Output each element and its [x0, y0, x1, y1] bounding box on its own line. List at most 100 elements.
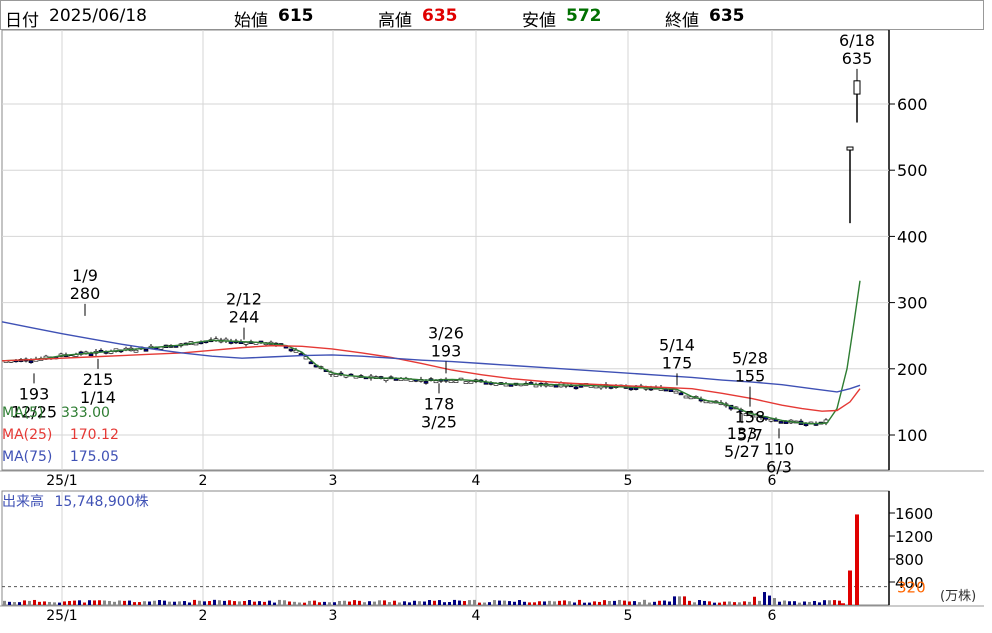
- candle-body: [533, 384, 539, 388]
- ma25-line: [1, 344, 861, 412]
- volume-bar: [513, 601, 516, 605]
- candle-body: [768, 418, 774, 422]
- annotation-value: 193: [431, 341, 462, 360]
- volume-bar: [533, 602, 536, 605]
- volume-bar: [803, 601, 806, 605]
- volume-bar: [683, 596, 686, 605]
- candle-body: [683, 395, 689, 399]
- volume-label: 出来高: [2, 494, 44, 510]
- volume-bar: [753, 596, 756, 605]
- volume-bar: [188, 602, 191, 605]
- ma25-legend-value: 170.12: [69, 427, 119, 443]
- low-value: 572: [566, 6, 602, 26]
- volume-bar: [103, 600, 106, 605]
- volume-bar: [133, 602, 136, 605]
- volume-bar: [153, 600, 156, 605]
- volume-bar: [498, 600, 501, 605]
- price-tick-label: 600: [897, 95, 928, 114]
- date-tick-label: 2: [199, 473, 208, 489]
- volume-bar: [43, 601, 46, 605]
- ma5-legend-value: 333.00: [60, 405, 110, 421]
- candle-body: [463, 381, 469, 384]
- volume-bar: [433, 600, 436, 605]
- candle-body: [448, 380, 454, 383]
- volume-bar: [598, 601, 601, 605]
- annotation-value: 175: [662, 353, 693, 372]
- volume-bar: [823, 600, 826, 605]
- volume-bar: [78, 600, 81, 605]
- volume-bar: [243, 601, 246, 605]
- candle-body: [678, 392, 684, 396]
- annotation-date: 1/9: [72, 266, 98, 285]
- volume-bar: [198, 600, 201, 605]
- volume-bar: [348, 601, 351, 605]
- volume-bar: [183, 601, 186, 605]
- volume-bar: [8, 601, 11, 605]
- volume-bar: [528, 602, 531, 605]
- volume-bar: [298, 602, 301, 605]
- volume-bar: [28, 600, 31, 605]
- volume-bar: [223, 600, 226, 605]
- volume-bar: [438, 600, 441, 605]
- volume-bar: [488, 602, 491, 605]
- volume-bar: [688, 600, 691, 605]
- volume-bar: [353, 600, 356, 605]
- volume-bar: [841, 603, 845, 605]
- volume-bar: [788, 601, 791, 605]
- volume-bar: [648, 602, 651, 605]
- volume-bar: [653, 601, 656, 605]
- volume-bar: [638, 602, 641, 605]
- volume-bar: [483, 602, 486, 605]
- candle-body: [743, 413, 749, 416]
- date-label: 日付: [5, 11, 39, 31]
- volume-bar: [643, 599, 646, 605]
- volume-bar: [13, 602, 16, 605]
- volume-tick-label: 1200: [895, 528, 933, 546]
- volume-tick-label: 1600: [895, 505, 933, 523]
- volume-bar: [178, 601, 181, 605]
- candle-body: [783, 421, 789, 424]
- volume-bar: [203, 601, 206, 605]
- volume-date-tick-label: 4: [472, 608, 481, 624]
- volume-bar: [33, 599, 36, 605]
- volume-bar: [333, 602, 336, 605]
- volume-bar: [113, 601, 116, 605]
- volume-bar: [363, 602, 366, 605]
- volume-bar: [668, 601, 671, 605]
- volume-bar: [798, 602, 801, 605]
- volume-bar: [263, 601, 266, 605]
- candle-body: [423, 381, 429, 384]
- volume-bar: [368, 601, 371, 605]
- volume-bar: [838, 600, 841, 605]
- volume-bar: [763, 592, 766, 605]
- annotation-value: 133: [727, 424, 758, 443]
- candle-body: [853, 80, 861, 95]
- price-tick-label: 300: [897, 294, 928, 313]
- volume-bar: [578, 599, 581, 605]
- volume-bar: [343, 600, 346, 605]
- volume-bar: [193, 599, 196, 605]
- ma75-legend-label: MA(75): [2, 449, 53, 465]
- ma5-line: [1, 280, 861, 425]
- volume-bar: [548, 600, 551, 605]
- annotation-date: 5/7: [737, 426, 763, 445]
- volume-bar: [248, 600, 251, 605]
- date-value: 2025/06/18: [49, 6, 147, 26]
- volume-bar: [413, 600, 416, 605]
- ma25-legend-label: MA(25): [2, 427, 53, 443]
- volume-bar: [288, 601, 291, 605]
- volume-bar: [408, 602, 411, 605]
- volume-bar: [388, 602, 391, 605]
- candle-body: [143, 348, 149, 352]
- annotation-date: 12/25: [11, 402, 57, 421]
- volume-bar: [618, 599, 621, 605]
- volume-bar: [833, 600, 836, 605]
- volume-bar: [583, 602, 586, 605]
- date-tick-label: 4: [472, 473, 481, 489]
- open-value: 615: [278, 6, 314, 26]
- candle-body: [573, 386, 579, 390]
- volume-bar: [93, 600, 96, 605]
- volume-bar: [538, 601, 541, 605]
- volume-bar: [523, 601, 526, 605]
- ma75-line: [1, 321, 861, 393]
